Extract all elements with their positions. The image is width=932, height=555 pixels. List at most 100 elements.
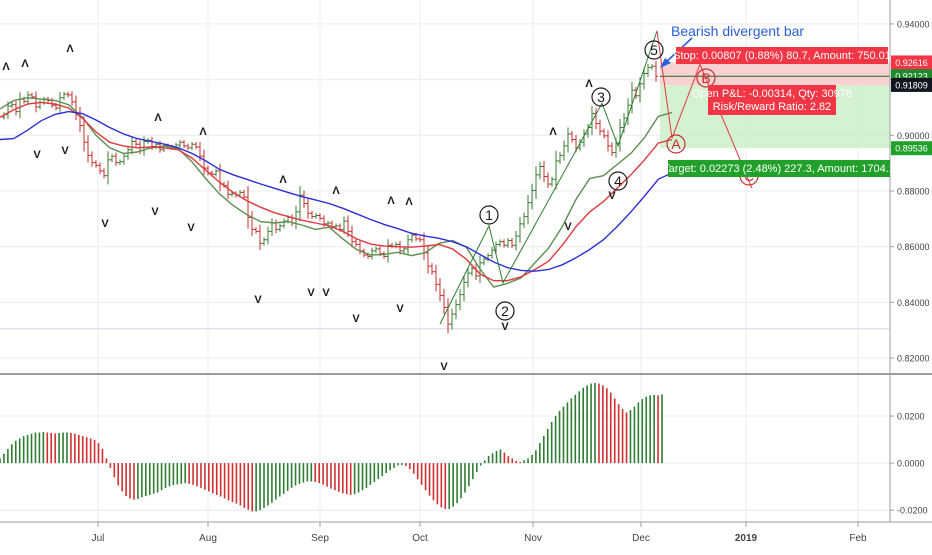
price-bar: [402, 246, 406, 254]
price-bar: [354, 239, 358, 247]
price-bar: [470, 265, 474, 276]
down-fractal-marker: V: [396, 303, 404, 315]
price-bar: [274, 219, 278, 233]
x-tick-label: Oct: [412, 533, 428, 544]
price-bar: [18, 92, 22, 119]
down-fractal-marker: V: [307, 287, 315, 299]
target-label: Target: 0.02273 (2.48%) 227.3, Amount: 1…: [663, 160, 895, 177]
price-bar: [298, 185, 302, 222]
price-bar: [294, 205, 298, 230]
price-bar: [446, 298, 450, 334]
price-bar: [598, 119, 602, 136]
price-bar: [254, 227, 258, 234]
price-bar: [82, 116, 86, 152]
price-bars: [2, 60, 658, 334]
price-bar: [302, 190, 306, 209]
price-bar: [566, 127, 570, 153]
price-bar: [134, 139, 138, 147]
price-bar: [550, 176, 554, 187]
price-bar: [242, 189, 246, 200]
price-bar: [374, 246, 378, 254]
down-fractal-marker: V: [501, 321, 509, 333]
up-fractal-marker: Λ: [154, 112, 162, 124]
price-bar: [266, 226, 270, 245]
wave-label-text: B: [701, 70, 710, 86]
wave-label-circle: [696, 68, 716, 88]
wave-label-text: A: [671, 136, 681, 152]
price-bar: [502, 239, 506, 248]
ao-y-tick-label: 0.0200: [897, 412, 925, 422]
price-bar: [518, 217, 522, 243]
price-bar: [218, 163, 222, 192]
price-bar: [554, 150, 558, 190]
wave-label-2: 2: [495, 301, 515, 321]
price-bar: [546, 172, 550, 189]
stop-label: Stop: 0.00807 (0.88%) 80.7, Amount: 750.…: [673, 47, 891, 64]
price-bar: [66, 91, 70, 98]
x-tick-label: 2019: [735, 533, 758, 544]
price-bar: [514, 231, 518, 251]
wave-label-circle: [591, 87, 611, 107]
momentum-histogram: [0, 383, 663, 512]
price-bar: [490, 246, 494, 259]
pnl-label-bg: [708, 85, 836, 115]
price-bar: [310, 210, 314, 219]
up-fractal-marker: Λ: [387, 195, 395, 207]
down-fractal-marker: V: [608, 190, 616, 202]
price-bar: [610, 142, 614, 157]
price-badge: 0.91809: [891, 77, 932, 92]
price-bar: [182, 139, 186, 149]
price-bar: [526, 195, 530, 225]
price-bar: [98, 162, 102, 175]
price-bar: [466, 268, 470, 288]
up-fractal-marker: Λ: [585, 78, 593, 90]
up-fractal-marker: Λ: [279, 174, 287, 186]
price-badge-bg: [891, 55, 932, 70]
price-bar: [118, 159, 122, 165]
wave-label-circle: [608, 171, 628, 191]
price-bar: [70, 91, 74, 106]
moving-averages: [0, 96, 673, 288]
wave-label-circle: [644, 40, 664, 60]
up-fractal-marker: Λ: [332, 185, 340, 197]
price-bar: [102, 168, 106, 179]
price-badge-text: 0.91809: [895, 80, 928, 90]
price-bar: [178, 139, 182, 148]
price-bar: [342, 216, 346, 235]
price-bar: [394, 242, 398, 249]
ma_slow-line: [0, 110, 673, 272]
down-fractal-marker: V: [440, 361, 448, 373]
y-tick-label: 0.88000: [897, 187, 930, 197]
price-bar: [458, 289, 462, 311]
wave-label-A: A: [666, 134, 686, 154]
price-bar: [226, 180, 230, 200]
price-bar: [510, 237, 514, 248]
ma_fast-line: [0, 96, 673, 288]
up-fractal-marker: Λ: [21, 58, 29, 70]
price-bar: [314, 213, 318, 219]
price-bar: [270, 218, 274, 236]
price-bar: [562, 140, 566, 161]
price-bar: [58, 92, 62, 114]
price-bar: [38, 99, 42, 110]
price-bar: [482, 256, 486, 266]
x-tick-label: Feb: [849, 533, 867, 544]
x-tick-label: Sep: [311, 533, 329, 544]
impulse-wave-line: [439, 30, 658, 325]
stop-label-text: Stop: 0.00807 (0.88%) 80.7, Amount: 750.…: [673, 50, 891, 62]
price-bar: [130, 136, 134, 155]
down-fractal-marker: V: [564, 221, 572, 233]
pnl-label-text: Open P&L: -0.00314, Qty: 30978: [692, 88, 852, 100]
price-bar: [534, 166, 538, 200]
price-bar: [86, 135, 90, 163]
wave-label-3: 3: [591, 87, 611, 107]
wave-label-text: 3: [597, 89, 605, 105]
price-bar: [646, 63, 650, 77]
price-bar: [186, 143, 190, 151]
wave-label-text: 2: [501, 303, 509, 319]
x-tick-label: Nov: [524, 533, 542, 544]
down-fractal-marker: V: [352, 313, 360, 325]
